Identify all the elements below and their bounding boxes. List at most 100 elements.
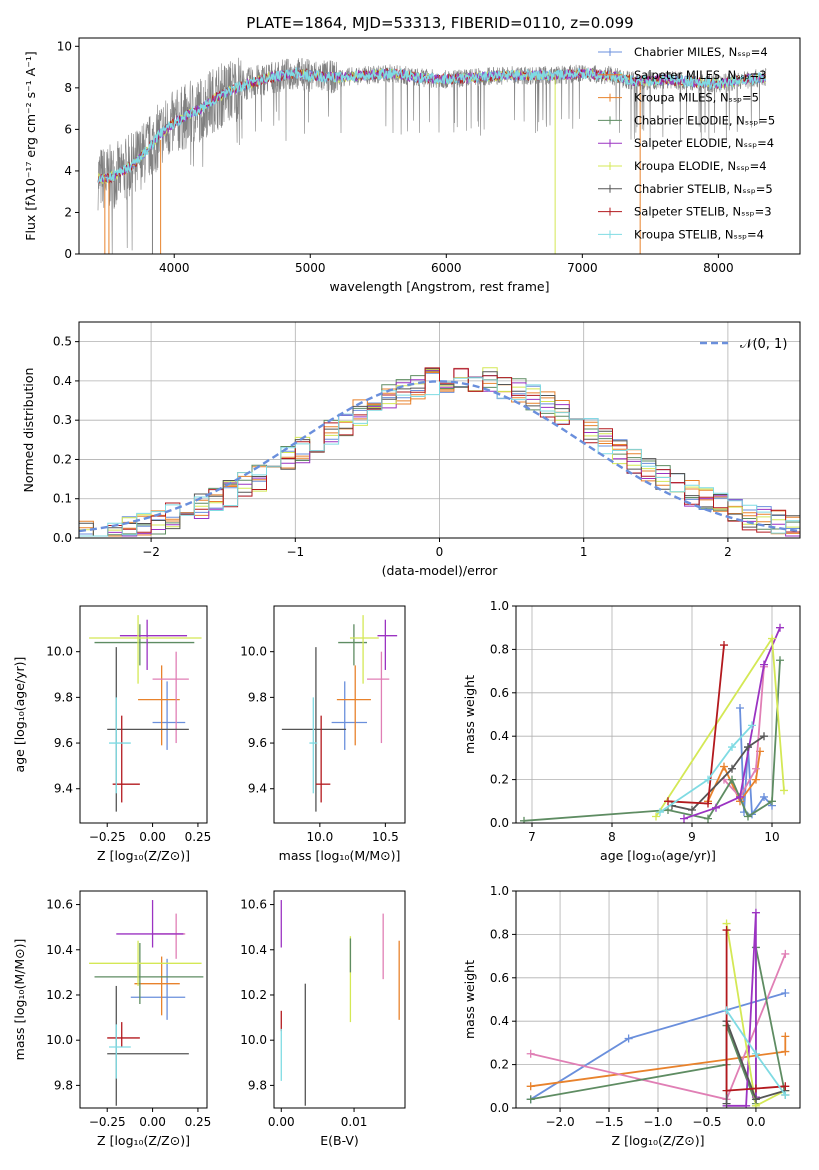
errorbar-plot-area	[281, 615, 398, 812]
plot-frame	[273, 605, 406, 824]
x-tick-label: −0.5	[692, 1115, 721, 1129]
weight-vs-age-panel: 7 8 9 10 0.0 0.2 0.4 0.6 0.8 1.0 age [log₁₀(age/yr…	[462, 599, 801, 863]
y-tick-label: 9.6	[54, 736, 73, 750]
y-tick-label: 1.0	[490, 884, 509, 898]
weight-marker	[781, 949, 790, 958]
errorbar-point	[109, 1024, 131, 1079]
errorbar-point	[152, 651, 189, 744]
y-tick-label: 9.6	[248, 736, 267, 750]
errorbar-point	[377, 619, 398, 670]
x-tick-label: 10.5	[372, 830, 399, 844]
y-tick-label: 10.6	[240, 898, 267, 912]
x-tick-label: 5000	[295, 261, 326, 275]
legend-label: Chabrier STELIB, Nₛₛₚ=5	[634, 182, 773, 196]
y-tick-label: 10.2	[240, 988, 267, 1002]
weight-marker	[720, 641, 728, 650]
errorbar-point	[119, 619, 188, 670]
y-axis-label: mass [log₁₀(M/M⊙)]	[12, 939, 27, 1061]
legend-label: Kroupa MILES, Nₛₛₚ=5	[634, 91, 759, 105]
age-vs-Z-panel: −0.25 0.00 0.25 9.4 9.6 9.8 10.0 Z [log₁₀(Z/Z⊙)…	[12, 605, 211, 863]
y-tick-label: 8	[64, 81, 72, 95]
weight-marker	[722, 1099, 731, 1108]
errorbar-point	[134, 956, 180, 1016]
plot-frame	[79, 605, 208, 824]
weight-marker	[781, 1032, 790, 1041]
x-axis-label: wavelength [Angstrom, rest frame]	[329, 279, 549, 294]
x-tick-label: 10	[764, 830, 779, 844]
x-axis-label: age [log₁₀(age/yr)]	[600, 848, 716, 863]
y-tick-label: 0.4	[53, 374, 72, 388]
weight-marker	[781, 1047, 790, 1056]
weight-marker	[781, 1082, 790, 1091]
spectrum-plot-area	[97, 57, 767, 254]
weight-marker	[736, 703, 744, 712]
legend-label: Kroupa STELIB, Nₛₛₚ=4	[634, 227, 764, 241]
x-tick-label: −1.5	[594, 1115, 623, 1129]
y-axis-label: Flux [fλ10⁻¹⁷ erg cm⁻² s⁻¹ A⁻¹]	[23, 51, 38, 240]
y-tick-label: 0.0	[490, 816, 509, 830]
x-tick-label: 4000	[159, 261, 190, 275]
plot-frame	[79, 890, 208, 1109]
legend-label: Salpeter STELIB, Nₛₛₚ=3	[634, 205, 772, 219]
legend-label: 𝒩(0, 1)	[740, 337, 787, 352]
y-tick-label: 6	[64, 122, 72, 136]
x-axis-label: Z [log₁₀(Z/Z⊙)]	[97, 1133, 190, 1148]
y-tick-label: 0.3	[53, 413, 72, 427]
y-tick-label: 9.8	[248, 690, 267, 704]
errorbar-point	[107, 1022, 140, 1047]
figure-title: PLATE=1864, MJD=53313, FIBERID=0110, z=0…	[246, 14, 633, 32]
x-tick-label: −2.0	[545, 1115, 574, 1129]
histogram-panel: −2 −1 0 1 2 0.0 0.1 0.2 0.3 0.4 0.5 (data-model)/er…	[21, 321, 801, 578]
y-tick-label: 0.6	[490, 971, 509, 985]
weight-marker	[768, 634, 776, 643]
x-tick-label: −1.0	[643, 1115, 672, 1129]
x-axis-label: E(B-V)	[320, 1133, 359, 1148]
weight-marker	[760, 792, 768, 801]
plot-frame	[273, 890, 406, 1109]
y-tick-label: 0.6	[490, 686, 509, 700]
weight-marker	[722, 1006, 731, 1015]
weight-marker	[704, 775, 712, 784]
weight-marker	[752, 764, 760, 773]
age-vs-mass-panel: 10.0 10.5 9.4 9.6 9.8 10.0 mass [log₁₀(M/M⊙)]	[240, 605, 406, 863]
histogram-plot-area	[79, 367, 800, 537]
y-tick-label: 0.0	[53, 531, 72, 545]
mass-vs-Z-panel: −0.25 0.00 0.25 9.8 10.0 10.2 10.4 10.6 Z [log₁₀…	[12, 890, 211, 1148]
errorbar-point	[367, 651, 390, 744]
errorbar-point	[338, 624, 368, 666]
y-axis-label: mass weight	[462, 675, 477, 754]
y-axis-label: age [log₁₀(age/yr)]	[12, 657, 27, 773]
weight-marker	[776, 656, 784, 665]
y-tick-label: 0.4	[490, 1014, 509, 1028]
weight-marker	[744, 812, 752, 821]
y-tick-label: 9.8	[54, 1078, 73, 1092]
weight-marker	[526, 1082, 535, 1091]
errorbar-point	[336, 665, 371, 746]
legend-label: Salpeter ELODIE, Nₛₛₚ=4	[634, 136, 774, 150]
y-tick-label: 10.2	[46, 988, 73, 1002]
weight-marker	[760, 660, 768, 669]
x-tick-label: 0.01	[341, 1115, 368, 1129]
errorbar-plot-area	[89, 900, 204, 1106]
y-tick-label: 10.4	[240, 943, 267, 957]
weight-marker	[752, 775, 760, 784]
y-tick-label: 0.5	[53, 335, 72, 349]
weight-marker	[744, 743, 752, 752]
errorbar-point	[138, 665, 180, 746]
weight-plot-area	[520, 623, 788, 823]
weight-series-line	[659, 724, 753, 813]
x-axis-label: Z [log₁₀(Z/Z⊙)]	[97, 848, 190, 863]
weight-marker	[652, 812, 660, 821]
x-tick-label: 6000	[431, 261, 462, 275]
errorbar-plot-area	[89, 615, 202, 812]
errorbar-point	[109, 697, 131, 794]
legend-label: Chabrier MILES, Nₛₛₚ=4	[634, 45, 768, 59]
weight-marker	[736, 792, 744, 801]
weight-marker	[751, 1049, 760, 1058]
errorbar-point	[315, 715, 331, 803]
errorbar-point	[94, 624, 195, 666]
weight-series-line	[726, 912, 757, 1107]
errorbar-plot-area	[280, 900, 400, 1106]
spectrum-model-line	[97, 66, 767, 183]
